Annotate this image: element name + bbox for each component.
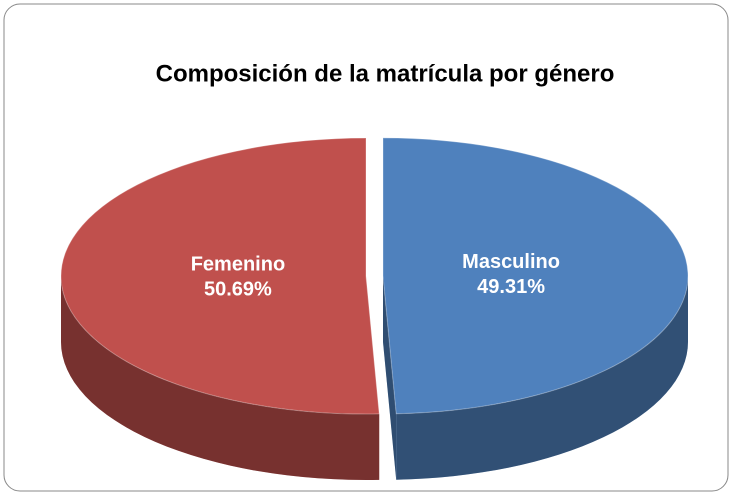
slice-category-label: Masculino <box>462 251 560 273</box>
pie-slice <box>60 137 380 415</box>
slice-side <box>396 275 688 480</box>
pie: Masculino 49.31% Femenino 50.69% <box>60 137 689 481</box>
slice-cut-face <box>382 275 397 480</box>
slice-side-shade <box>396 275 688 480</box>
slice-value-label: 50.69% <box>204 279 272 301</box>
slice-side <box>61 276 380 481</box>
chart-title: Composición de la matrícula por género <box>156 60 615 87</box>
pie-slice <box>382 137 689 415</box>
slice-category-label: Femenino <box>191 254 285 276</box>
slice-value-label: 49.31% <box>477 276 545 298</box>
slice-side-shade <box>61 276 380 481</box>
slice-cut-shade <box>382 275 397 480</box>
